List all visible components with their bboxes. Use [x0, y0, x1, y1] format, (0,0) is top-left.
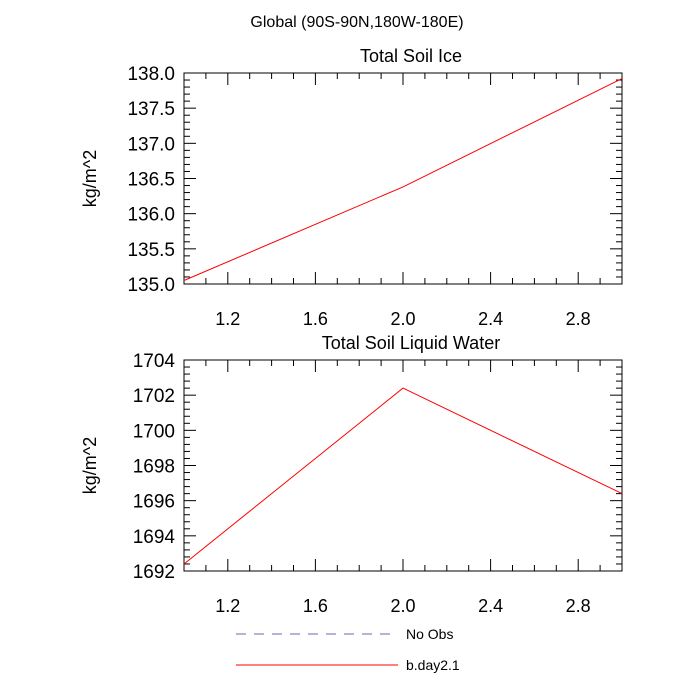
y-axis-label: kg/m^2 [80, 150, 100, 207]
x-tick-label: 1.6 [303, 596, 328, 616]
y-tick-label: 1696 [133, 492, 175, 513]
plot-frame [183, 359, 623, 572]
y-tick-label: 1704 [133, 351, 176, 372]
y-tick-label: 1694 [133, 527, 176, 548]
legend-label-no-obs: No Obs [406, 626, 453, 642]
legend: No Obs b.day2.1 [236, 626, 460, 673]
x-tick-label: 1.2 [215, 309, 240, 329]
y-tick-label: 135.5 [127, 240, 175, 261]
x-tick-label: 2.4 [478, 596, 503, 616]
y-tick-label: 1698 [133, 457, 175, 478]
chart-title: Total Soil Ice [360, 46, 462, 66]
x-tick-label: 2.0 [390, 309, 415, 329]
series-line-b-day2-1 [183, 387, 623, 565]
x-tick-label: 2.4 [478, 309, 503, 329]
x-tick-label: 2.8 [566, 596, 591, 616]
y-tick-label: 137.5 [127, 99, 175, 120]
legend-label-b-day2-1: b.day2.1 [406, 657, 460, 673]
y-tick-label: 138.0 [127, 64, 175, 85]
chart-title: Total Soil Liquid Water [322, 333, 500, 353]
y-tick-label: 136.0 [127, 205, 175, 226]
figure-suptitle: Global (90S-90N,180W-180E) [250, 14, 463, 31]
chart-panel-total-soil-ice: Total Soil Ice kg/m^2 1.2 1.6 2.0 2.4 2.8 135.0… [80, 46, 623, 329]
x-tick-label: 1.6 [303, 309, 328, 329]
y-axis-label: kg/m^2 [80, 437, 100, 494]
y-tick-label: 135.0 [127, 275, 175, 296]
y-tick-label: 1700 [133, 421, 175, 442]
y-tick-label: 1702 [133, 386, 175, 407]
x-tick-label: 1.2 [215, 596, 240, 616]
y-tick-label: 1692 [133, 562, 175, 583]
y-tick-label: 137.0 [127, 134, 175, 155]
x-tick-label: 2.8 [566, 309, 591, 329]
series-line-b-day2-1 [183, 78, 623, 281]
x-tick-label: 2.0 [390, 596, 415, 616]
y-tick-label: 136.5 [127, 170, 175, 191]
chart-panel-total-soil-liquid-water: Total Soil Liquid Water kg/m^2 1.2 1.6 2.0 2.… [80, 333, 623, 616]
